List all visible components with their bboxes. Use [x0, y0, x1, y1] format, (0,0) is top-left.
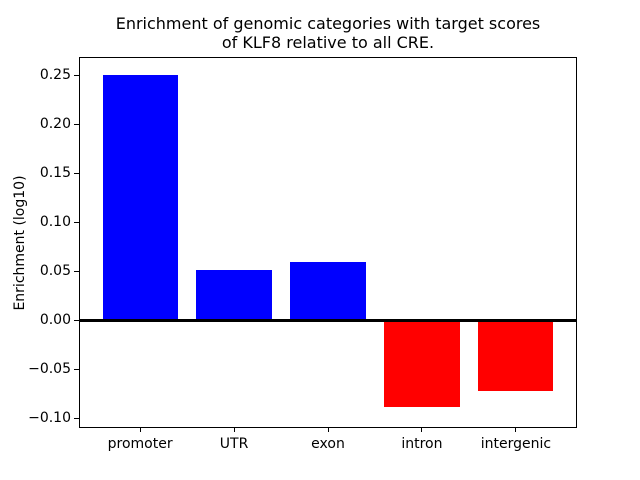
x-tick-label-UTR: UTR: [219, 436, 249, 452]
y-tick-0.10: [74, 221, 79, 223]
y-tick-−0.05: [74, 368, 79, 370]
x-tick-promoter: [139, 428, 141, 432]
x-tick-exon: [327, 428, 329, 432]
y-tick-label-−0.05: −0.05: [28, 360, 71, 377]
y-tick-label-0.20: 0.20: [39, 116, 71, 133]
bar-UTR: [196, 270, 272, 321]
y-tick-label-0.15: 0.15: [39, 164, 71, 181]
bar-intergenic: [478, 320, 554, 391]
y-tick-0.25: [74, 75, 79, 77]
y-tick-label-0.25: 0.25: [39, 67, 71, 84]
y-tick-0.15: [74, 172, 79, 174]
y-axis-label-text: Enrichment (log10): [12, 175, 28, 311]
bar-intron: [384, 320, 460, 408]
x-tick-UTR: [233, 428, 235, 432]
chart-title: Enrichment of genomic categories with ta…: [115, 14, 541, 52]
y-tick-label-0.10: 0.10: [39, 213, 71, 230]
bar-promoter: [102, 74, 178, 321]
x-tick-label-exon: exon: [311, 436, 345, 452]
y-tick-−0.10: [74, 417, 79, 419]
y-tick-0.20: [74, 124, 79, 126]
y-tick-label-−0.10: −0.10: [28, 409, 71, 426]
x-tick-intergenic: [515, 428, 517, 432]
y-tick-label-0.05: 0.05: [39, 262, 71, 279]
x-tick-label-intergenic: intergenic: [480, 436, 552, 452]
x-tick-label-intron: intron: [401, 436, 443, 452]
y-tick-0.00: [74, 319, 79, 321]
y-tick-label-0.00: 0.00: [39, 311, 71, 328]
x-tick-intron: [421, 428, 423, 432]
plot-area: promoter UTR exon intron intergenic 0.25 0.20 0…: [28, 57, 577, 452]
zero-baseline: [80, 318, 576, 322]
y-tick-0.05: [74, 270, 79, 272]
bar-exon: [290, 261, 366, 321]
x-tick-label-promoter: promoter: [107, 436, 173, 452]
